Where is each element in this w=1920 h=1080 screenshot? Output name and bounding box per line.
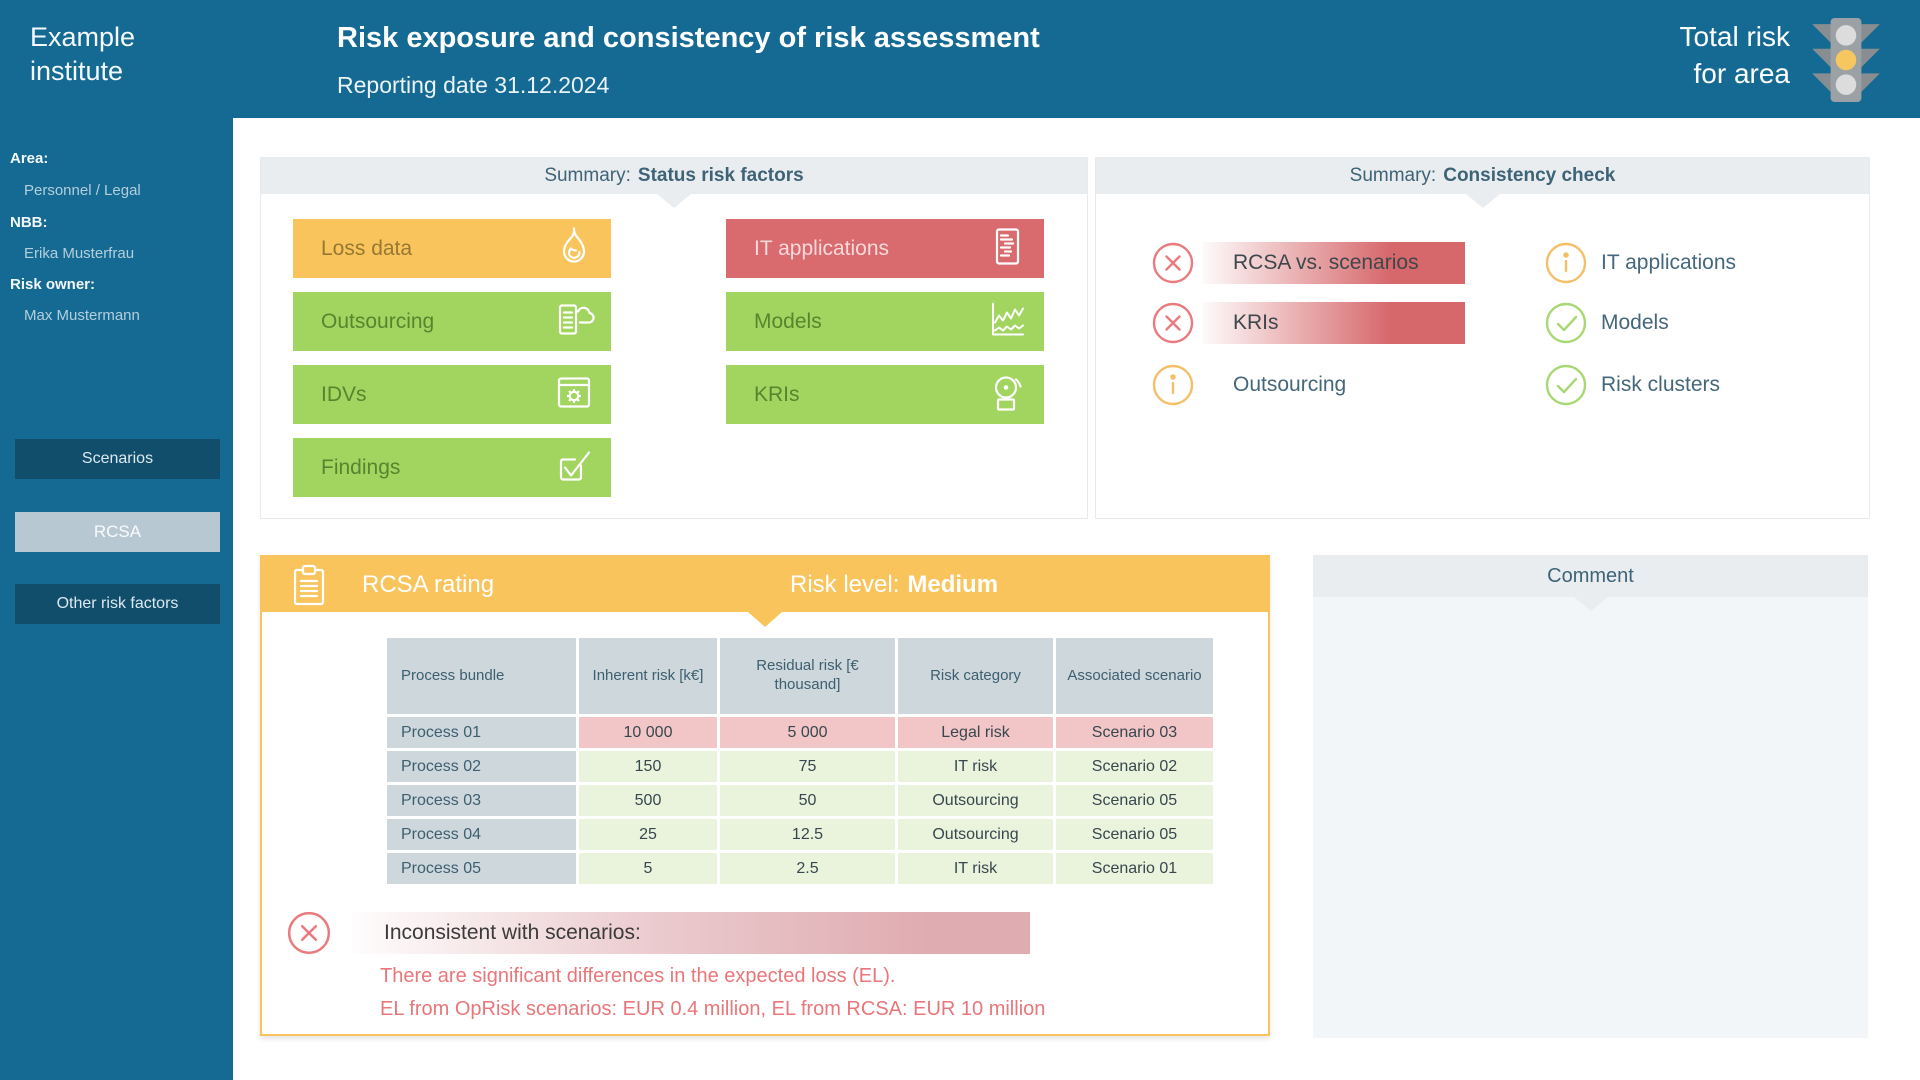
col-header-associated-scenario: Associated scenario xyxy=(1056,638,1213,714)
total-risk-label: Total risk for area xyxy=(1679,21,1790,89)
status-panel-title: Status risk factors xyxy=(637,165,804,186)
checkbox-icon xyxy=(551,442,597,493)
inconsistency-bar: Inconsistent with scenarios: xyxy=(352,912,1030,954)
table-row: Process 03 500 50 Outsourcing Scenario 0… xyxy=(387,785,1213,816)
reporting-date: Reporting date 31.12.2024 xyxy=(337,72,610,98)
status-button-outsourcing[interactable]: Outsourcing xyxy=(293,292,611,351)
fail-circle-icon xyxy=(286,910,332,961)
comment-panel-pointer xyxy=(1573,597,1608,611)
consistency-item-outsourcing: Outsourcing xyxy=(1233,373,1347,396)
consistency-panel-title: Consistency check xyxy=(1443,165,1616,186)
comment-body[interactable] xyxy=(1313,597,1868,1038)
status-panel-pointer xyxy=(657,194,691,208)
risk-owner-value: Max Mustermann xyxy=(24,307,140,324)
page-title: Risk exposure and consistency of risk as… xyxy=(337,22,1040,54)
status-button-idvs[interactable]: IDVs xyxy=(293,365,611,424)
rcsa-table: Process bundle Inherent risk [k€] Residu… xyxy=(384,635,1216,887)
comment-panel-header: Comment xyxy=(1313,555,1868,597)
consistency-check-panel: Summary: Consistency check RCSA vs. scen… xyxy=(1095,157,1870,519)
status-button-it-applications[interactable]: IT applications xyxy=(726,219,1044,278)
code-document-icon xyxy=(984,223,1030,274)
status-button-models[interactable]: Models xyxy=(726,292,1044,351)
table-row: Process 04 25 12.5 Outsourcing Scenario … xyxy=(387,819,1213,850)
logo-line1: Example xyxy=(30,22,136,52)
fail-circle-icon xyxy=(1151,302,1195,344)
traffic-light-icon xyxy=(1806,14,1886,111)
fail-circle-icon xyxy=(1151,242,1195,284)
consistency-item-kris: KRIs xyxy=(1203,302,1465,344)
area-label: Area: xyxy=(10,150,49,167)
logo-line2: institute xyxy=(30,56,124,86)
risk-level-label: Risk level: xyxy=(790,570,900,598)
risk-level-value: Medium xyxy=(907,570,999,598)
sidebar-item-other-risk-factors[interactable]: Other risk factors xyxy=(15,584,220,624)
consistency-item-models: Models xyxy=(1601,311,1669,334)
risk-owner-label: Risk owner: xyxy=(10,276,96,293)
comment-panel: Comment xyxy=(1313,555,1868,1038)
rcsa-rating-panel: RCSA rating Risk level: Medium Process b… xyxy=(260,555,1270,1036)
consistency-item-rcsa-vs-scenarios: RCSA vs. scenarios xyxy=(1203,242,1465,284)
col-header-risk-category: Risk category xyxy=(898,638,1053,714)
rcsa-panel-pointer xyxy=(748,612,782,627)
inconsistency-message-1: There are significant differences in the… xyxy=(380,965,896,987)
col-header-inherent-risk: Inherent risk [k€] xyxy=(579,638,717,714)
alarm-bell-icon xyxy=(984,369,1030,420)
info-circle-icon xyxy=(1151,364,1195,406)
status-button-loss-data[interactable]: Loss data xyxy=(293,219,611,278)
table-row: Process 02 150 75 IT risk Scenario 02 xyxy=(387,751,1213,782)
window-gear-icon xyxy=(551,369,597,420)
table-header-row: Process bundle Inherent risk [k€] Residu… xyxy=(387,638,1213,714)
risk-level: Risk level: Medium xyxy=(790,557,998,612)
consistency-item-risk-clusters: Risk clusters xyxy=(1601,373,1721,396)
status-panel-header: Summary: Status risk factors xyxy=(261,158,1087,194)
fire-icon xyxy=(551,223,597,274)
consistency-item-it-applications: IT applications xyxy=(1601,251,1737,274)
ok-circle-icon xyxy=(1544,364,1588,406)
ok-circle-icon xyxy=(1544,302,1588,344)
status-button-kris[interactable]: KRIs xyxy=(726,365,1044,424)
clipboard-icon xyxy=(286,562,332,613)
nbb-label: NBB: xyxy=(10,214,48,231)
consistency-panel-header: Summary: Consistency check xyxy=(1096,158,1869,194)
institute-logo: Example institute xyxy=(30,20,135,88)
sidebar-item-scenarios[interactable]: Scenarios xyxy=(15,439,220,479)
line-chart-icon xyxy=(984,296,1030,347)
consistency-panel-title-prefix: Summary: xyxy=(1349,165,1437,186)
status-panel-title-prefix: Summary: xyxy=(544,165,631,186)
info-circle-icon xyxy=(1544,242,1588,284)
status-risk-factors-panel: Summary: Status risk factors Loss data O… xyxy=(260,157,1088,519)
top-header-bar xyxy=(0,0,1920,118)
col-header-process-bundle: Process bundle xyxy=(387,638,576,714)
rcsa-panel-header xyxy=(262,557,1268,612)
consistency-panel-pointer xyxy=(1465,194,1500,208)
area-value: Personnel / Legal xyxy=(24,182,141,199)
nbb-value: Erika Musterfrau xyxy=(24,245,135,262)
rcsa-panel-title: RCSA rating xyxy=(362,570,495,598)
col-header-residual-risk: Residual risk [€ thousand] xyxy=(720,638,895,714)
inconsistency-label: Inconsistent with scenarios: xyxy=(384,921,641,944)
cloud-document-icon xyxy=(549,296,597,347)
table-row: Process 01 10 000 5 000 Legal risk Scena… xyxy=(387,717,1213,748)
inconsistency-message-2: EL from OpRisk scenarios: EUR 0.4 millio… xyxy=(380,998,1046,1020)
status-button-findings[interactable]: Findings xyxy=(293,438,611,497)
sidebar-item-rcsa[interactable]: RCSA xyxy=(15,512,220,552)
table-row: Process 05 5 2.5 IT risk Scenario 01 xyxy=(387,853,1213,884)
